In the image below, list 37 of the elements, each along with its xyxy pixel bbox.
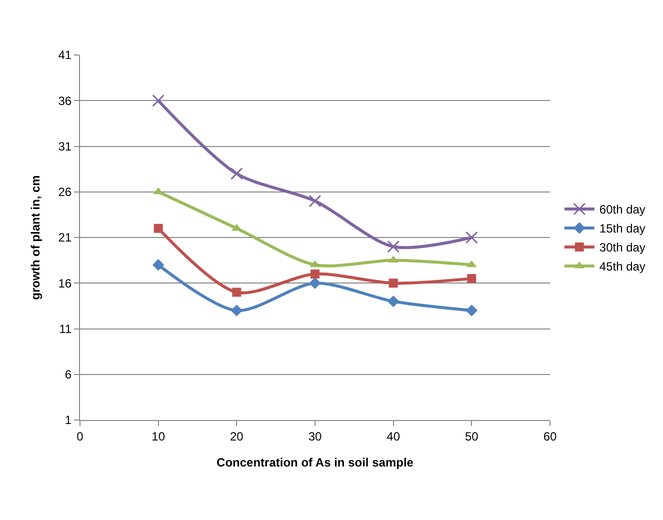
y-tick-label: 31: [58, 139, 72, 154]
legend-label: 45th day: [599, 260, 646, 274]
x-tick-label: 20: [230, 429, 244, 444]
point: [154, 224, 163, 233]
point: [232, 288, 242, 297]
point: [467, 274, 476, 284]
point: [309, 277, 321, 289]
point: [465, 231, 478, 244]
y-tick-label: 21: [58, 230, 72, 245]
point: [388, 278, 398, 288]
x-tick-label: 0: [76, 429, 84, 444]
point: [230, 304, 243, 316]
y-tick-label: 26: [58, 185, 72, 200]
x-axis-title: Concentration of As in soil sample: [216, 455, 414, 470]
x-tick-label: 60: [543, 429, 557, 444]
point: [152, 259, 164, 271]
y-tick-label: 11: [59, 322, 72, 336]
y-tick-label: 41: [58, 48, 72, 62]
legend-label: 15th day: [599, 222, 646, 236]
point: [308, 194, 322, 208]
x-tick-label: 30: [308, 429, 322, 444]
x-tick-label: 10: [152, 429, 166, 444]
y-tick-label: 6: [64, 368, 72, 382]
point: [466, 304, 478, 316]
legend-label: 60th day: [599, 202, 646, 217]
point: [230, 167, 243, 180]
point: [152, 94, 165, 107]
point: [310, 270, 320, 278]
y-tick-label: 36: [58, 94, 72, 108]
y-tick-label: 16: [58, 276, 72, 290]
point: [387, 296, 400, 308]
y-tick-label: 1: [64, 413, 72, 428]
legend-label: 30th day: [599, 240, 646, 255]
x-tick-label: 50: [464, 429, 479, 444]
point: [387, 240, 400, 253]
x-tick-label: 40: [386, 429, 400, 444]
y-axis-title: growth of plant in, cm: [28, 175, 43, 300]
